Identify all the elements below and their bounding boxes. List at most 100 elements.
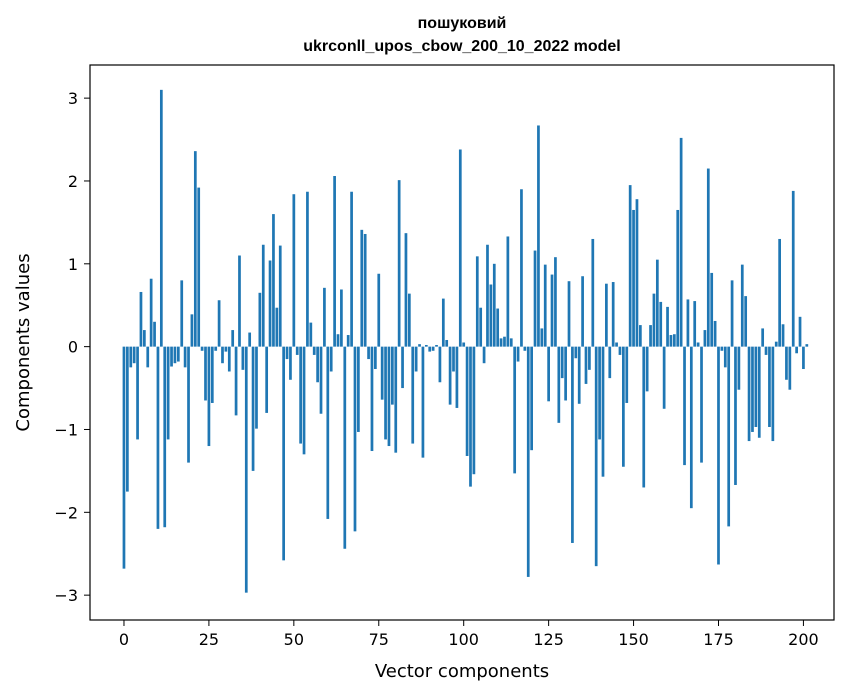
bar — [268, 260, 272, 347]
x-tick-label: 25 — [199, 630, 219, 649]
x-tick-label: 200 — [788, 630, 819, 649]
bar — [455, 346, 459, 408]
bar — [299, 346, 302, 444]
bar — [761, 328, 765, 347]
bar — [340, 289, 343, 347]
bar — [295, 346, 299, 355]
bar — [554, 257, 557, 347]
bar — [438, 346, 442, 383]
bar — [757, 346, 761, 438]
bar — [207, 346, 211, 447]
bar — [214, 346, 218, 351]
bar — [550, 274, 554, 347]
bar — [526, 346, 530, 577]
bar — [132, 346, 136, 364]
bar — [377, 273, 381, 347]
bar — [625, 346, 629, 403]
bar — [703, 330, 707, 347]
bar — [523, 346, 527, 351]
bar — [618, 346, 622, 355]
bar — [696, 342, 700, 347]
bar — [421, 346, 425, 458]
bar — [679, 137, 683, 347]
bar — [176, 346, 180, 362]
bar — [255, 346, 258, 429]
bar — [805, 344, 809, 347]
bar — [720, 346, 724, 351]
plot-frame — [89, 64, 835, 621]
bar — [462, 342, 466, 347]
bar — [713, 320, 717, 347]
bar — [771, 346, 775, 442]
x-tick-label: 100 — [448, 630, 479, 649]
bar — [655, 259, 659, 347]
bar — [275, 307, 279, 347]
bar — [343, 346, 347, 549]
bar — [486, 244, 489, 347]
bar — [278, 245, 282, 347]
y-tick-label: 0 — [68, 338, 78, 357]
bar — [489, 284, 493, 347]
bar — [302, 346, 306, 455]
bar — [146, 346, 150, 368]
bar — [557, 346, 561, 423]
bar — [401, 346, 404, 389]
bar — [730, 280, 734, 347]
bar — [693, 301, 697, 347]
bar — [143, 330, 146, 347]
bar — [598, 346, 601, 440]
bar — [662, 346, 666, 409]
bar — [560, 346, 564, 379]
bar — [248, 332, 252, 347]
bar — [261, 244, 265, 347]
bar — [319, 346, 323, 414]
bar — [710, 272, 714, 347]
bar — [193, 151, 197, 347]
bar — [424, 344, 428, 347]
bar — [571, 346, 574, 543]
bar — [170, 346, 173, 367]
bar — [210, 346, 214, 403]
bar — [475, 256, 479, 347]
bar — [394, 346, 398, 453]
bar — [689, 346, 693, 509]
bar — [499, 338, 503, 347]
bar — [676, 209, 680, 347]
bar — [503, 336, 506, 347]
bar — [628, 185, 632, 347]
bar — [601, 346, 605, 477]
bar — [706, 168, 710, 347]
bar — [672, 334, 676, 347]
bar — [669, 335, 673, 347]
x-axis: 0 25 50 75 100 125 150 175 200 — [119, 620, 819, 649]
bar — [360, 229, 364, 347]
y-tick-label: 2 — [68, 172, 78, 191]
bar — [533, 250, 537, 347]
bar — [795, 346, 798, 354]
bar — [407, 293, 411, 347]
bar — [441, 298, 445, 347]
bar — [384, 346, 387, 440]
bar — [802, 346, 805, 370]
bar — [126, 346, 129, 492]
bar — [333, 176, 336, 347]
bar — [781, 324, 785, 347]
x-tick-label: 125 — [533, 630, 564, 649]
bar — [187, 346, 190, 463]
y-axis: −3 −2 −1 0 1 2 3 — [54, 89, 90, 605]
bar — [353, 346, 357, 532]
bar — [258, 292, 262, 347]
bar — [367, 346, 370, 360]
bar — [564, 346, 567, 401]
bar — [751, 346, 754, 432]
bar — [465, 346, 469, 456]
bar — [605, 283, 608, 347]
bar — [798, 316, 802, 347]
bar — [397, 180, 401, 347]
bar — [404, 233, 408, 347]
x-tick-label: 50 — [284, 630, 304, 649]
bar — [272, 214, 275, 347]
bar — [639, 325, 642, 347]
bar — [414, 346, 418, 372]
